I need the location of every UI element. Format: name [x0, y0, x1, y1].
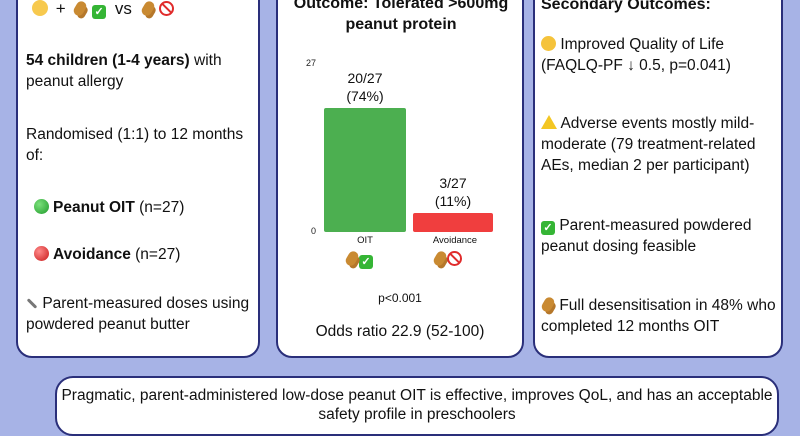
- oit-icons: ✓: [343, 249, 373, 269]
- vs-text: vs: [114, 0, 132, 18]
- avoidance-icons: [431, 249, 462, 269]
- check-icon: ✓: [541, 221, 555, 235]
- conclusion-box: Pragmatic, parent-administered low-dose …: [55, 376, 779, 436]
- warning-icon: [541, 115, 557, 129]
- peanut-icon: [539, 295, 557, 314]
- y-tick-max: 27: [306, 58, 317, 68]
- header-emoji-row: + ✓ vs: [32, 0, 175, 19]
- peanut-icon: [343, 249, 361, 268]
- ae-item: Adverse events mostly mild-moderate (79 …: [541, 115, 756, 174]
- category-avoidance: Avoidance: [432, 235, 478, 246]
- qol-item: Improved Quality of Life (FAQLQ-PF ↓ 0.5…: [541, 36, 731, 74]
- participants-text: 54 children (1-4 years) with peanut alle…: [26, 52, 222, 90]
- secondary-title: Secondary Outcomes:: [541, 0, 711, 13]
- p-value: p<0.001: [378, 291, 422, 305]
- doses-text: Parent-measured doses using powdered pea…: [26, 295, 250, 333]
- secondary-outcomes-panel: Secondary Outcomes: Improved Quality of …: [533, 0, 783, 358]
- primary-outcome-panel: Outcome: Tolerated >600mg peanut protein…: [276, 0, 524, 358]
- check-icon: ✓: [92, 5, 107, 19]
- check-icon: ✓: [359, 255, 373, 269]
- study-design-panel: + ✓ vs 54 children (1-4 years) with pean…: [16, 0, 260, 358]
- smile-icon: [541, 36, 556, 51]
- dosing-item: ✓ Parent-measured powdered peanut dosing…: [541, 217, 752, 255]
- prohibited-icon: [447, 251, 462, 266]
- peanut-icon: [139, 0, 156, 18]
- baby-icon: [32, 0, 48, 16]
- peanut-icon: [72, 0, 89, 18]
- peanut-icon: [431, 249, 449, 268]
- oit-arm: Peanut OIT (n=27): [34, 197, 184, 218]
- y-tick-min: 0: [311, 226, 317, 236]
- spoon-icon: [26, 298, 38, 309]
- red-circle-icon: [34, 246, 49, 261]
- bar-label-oit: 20/27 (74%): [346, 69, 384, 104]
- bar-oit: [324, 107, 406, 232]
- randomised-text: Randomised (1:1) to 12 months of:: [26, 126, 244, 164]
- category-oit: OIT: [357, 235, 373, 246]
- bar-label-avoidance: 3/27 (11%): [434, 175, 472, 210]
- odds-ratio: Odds ratio 22.9 (52-100): [315, 323, 485, 340]
- bar-avoidance: [413, 213, 493, 232]
- green-circle-icon: [34, 199, 49, 214]
- avoidance-arm: Avoidance (n=27): [34, 244, 180, 265]
- prohibited-icon: [159, 1, 175, 16]
- conclusion-text: Pragmatic, parent-administered low-dose …: [61, 387, 773, 423]
- desensitisation-item: Full desensitisation in 48% who complete…: [539, 295, 776, 335]
- primary-outcome-title: Outcome: Tolerated >600mg peanut protein: [293, 0, 509, 33]
